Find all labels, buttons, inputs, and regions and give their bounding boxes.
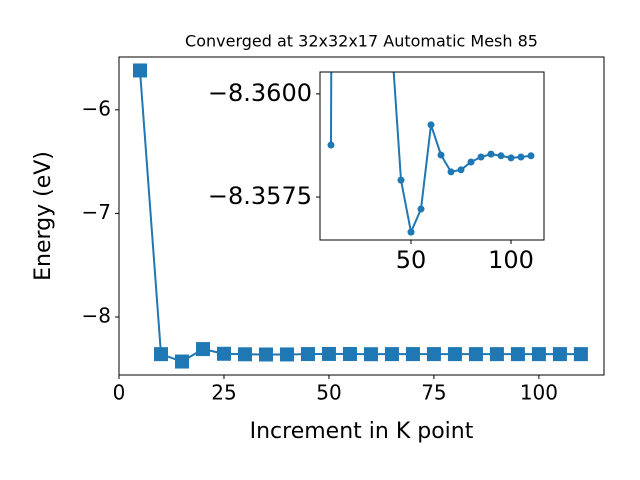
marker <box>427 121 435 129</box>
x-tick-label: 25 <box>211 381 236 405</box>
marker <box>258 347 273 362</box>
y-tick-label: −8 <box>82 303 111 327</box>
marker <box>437 151 445 159</box>
y-tick-label: −8.3575 <box>208 182 312 210</box>
plot <box>132 63 588 369</box>
marker <box>327 141 335 149</box>
marker <box>447 168 455 176</box>
y-tick-label: −6 <box>82 96 111 120</box>
marker <box>447 347 462 362</box>
marker <box>457 166 465 174</box>
y-axis-label: Energy (eV) <box>31 151 56 281</box>
x-axis-label: Increment in K point <box>250 419 474 444</box>
y-tick-label: −8.3600 <box>208 79 312 107</box>
plot <box>327 72 535 236</box>
chart-title: Converged at 32x32x17 Automatic Mesh 85 <box>185 32 538 51</box>
x-tick-label: 50 <box>396 246 427 274</box>
marker <box>487 150 495 158</box>
marker <box>195 342 210 357</box>
marker <box>426 347 441 362</box>
marker <box>517 153 525 161</box>
marker <box>527 152 535 160</box>
marker <box>510 347 525 362</box>
marker <box>573 347 588 362</box>
marker <box>417 205 425 213</box>
axes-frame <box>319 71 545 241</box>
marker <box>216 346 231 361</box>
axes: 50 100 −8.3600 −8.3575 <box>208 71 545 274</box>
marker <box>405 347 420 362</box>
marker <box>468 347 483 362</box>
marker <box>279 347 294 362</box>
x-tick-label: 100 <box>520 381 558 405</box>
marker <box>531 347 546 362</box>
marker <box>497 152 505 160</box>
marker <box>477 153 485 161</box>
marker <box>153 347 168 362</box>
marker <box>342 346 357 361</box>
marker <box>174 354 189 369</box>
x-tick-label: 0 <box>113 381 126 405</box>
marker <box>237 347 252 362</box>
x-tick-label: 100 <box>488 246 534 274</box>
x-tick-label: 75 <box>421 381 446 405</box>
marker <box>507 154 515 162</box>
marker <box>300 347 315 362</box>
marker <box>132 63 147 78</box>
x-tick-label: 50 <box>316 381 341 405</box>
marker <box>552 347 567 362</box>
marker <box>321 346 336 361</box>
marker <box>397 176 405 184</box>
series-line <box>138 70 581 363</box>
y-tick-label: −7 <box>82 200 111 224</box>
marker <box>467 158 475 166</box>
marker <box>363 347 378 362</box>
marker <box>489 347 504 362</box>
marker <box>407 228 415 236</box>
axes-frame <box>118 56 605 376</box>
marker <box>384 347 399 362</box>
